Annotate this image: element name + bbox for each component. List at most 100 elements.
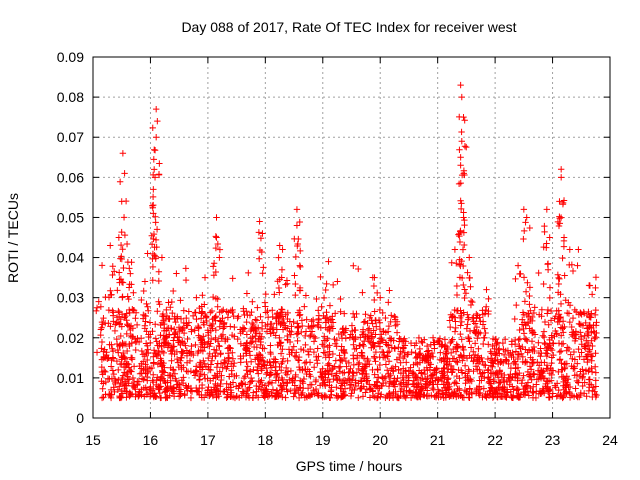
data-point	[279, 393, 286, 401]
data-point	[239, 324, 247, 331]
data-point	[540, 328, 548, 335]
data-point	[524, 279, 531, 286]
data-point	[356, 359, 363, 367]
data-point	[291, 390, 298, 397]
data-point	[163, 393, 171, 401]
data-point	[277, 381, 284, 389]
data-point	[588, 365, 595, 372]
data-point	[577, 309, 584, 316]
y-tick-label: 0.09	[57, 49, 84, 65]
data-point	[208, 307, 216, 315]
data-point	[544, 260, 552, 267]
data-point	[109, 307, 116, 314]
data-point	[461, 362, 469, 369]
data-point	[384, 367, 391, 374]
data-point	[591, 363, 599, 370]
data-point	[422, 352, 429, 360]
data-point	[312, 334, 319, 342]
data-point	[538, 359, 545, 366]
data-point	[158, 254, 166, 261]
data-point	[151, 392, 158, 399]
data-point	[168, 386, 175, 394]
data-point	[234, 335, 241, 343]
data-point	[245, 269, 252, 277]
data-point	[112, 321, 119, 328]
data-point	[494, 394, 501, 401]
data-point	[454, 358, 461, 366]
data-point	[407, 339, 415, 347]
data-point	[576, 353, 583, 360]
data-point	[388, 365, 395, 372]
data-point	[248, 308, 255, 316]
data-point	[171, 350, 178, 358]
data-point	[376, 339, 384, 347]
data-point	[362, 311, 369, 318]
data-point	[593, 391, 600, 399]
data-point	[559, 373, 567, 381]
data-point	[517, 391, 525, 398]
x-tick-label: 18	[258, 432, 274, 448]
data-point	[515, 343, 523, 350]
data-point	[569, 355, 576, 362]
data-point	[297, 345, 305, 353]
data-point	[588, 337, 595, 344]
x-tick-label: 23	[545, 432, 561, 448]
data-point	[178, 362, 185, 369]
data-point	[244, 385, 252, 393]
data-point	[507, 364, 515, 372]
data-point	[481, 310, 489, 317]
data-point	[213, 234, 220, 241]
data-point	[459, 343, 467, 350]
data-point	[132, 393, 139, 401]
data-point	[499, 339, 507, 347]
data-point	[202, 363, 210, 370]
data-point	[393, 329, 401, 336]
data-point	[557, 300, 565, 308]
data-point	[457, 179, 464, 187]
data-point	[415, 351, 423, 358]
data-point	[200, 357, 207, 364]
data-point	[386, 287, 393, 294]
data-point	[213, 214, 220, 221]
data-point	[278, 386, 286, 393]
data-point	[111, 327, 119, 335]
data-point	[118, 198, 125, 205]
data-point	[113, 335, 120, 343]
data-point	[198, 384, 206, 392]
data-point	[341, 354, 348, 362]
data-point	[132, 346, 139, 354]
data-point	[391, 345, 399, 352]
data-point	[122, 340, 130, 348]
data-point	[559, 254, 566, 262]
data-point	[124, 373, 131, 380]
data-point	[93, 349, 101, 356]
data-point	[287, 387, 294, 394]
data-point	[403, 359, 410, 366]
data-point	[524, 368, 532, 376]
data-point	[392, 316, 399, 323]
data-point	[277, 320, 285, 327]
data-point	[279, 246, 286, 253]
data-point	[554, 271, 562, 278]
data-point	[557, 347, 565, 355]
data-point	[136, 389, 143, 396]
data-point	[423, 364, 430, 371]
data-point	[487, 384, 495, 391]
data-point	[268, 320, 275, 328]
data-point	[520, 274, 528, 281]
data-point	[221, 387, 228, 395]
data-point	[483, 394, 490, 401]
data-point	[282, 322, 289, 329]
data-point	[473, 323, 481, 331]
data-point	[474, 335, 481, 342]
data-point	[560, 234, 568, 241]
data-point	[149, 124, 156, 132]
data-point	[421, 370, 429, 378]
data-point	[198, 335, 206, 343]
data-point	[232, 383, 240, 390]
data-point	[521, 382, 529, 390]
data-point	[563, 381, 570, 388]
data-point	[123, 347, 131, 355]
data-point	[214, 370, 221, 377]
data-point	[260, 264, 267, 271]
